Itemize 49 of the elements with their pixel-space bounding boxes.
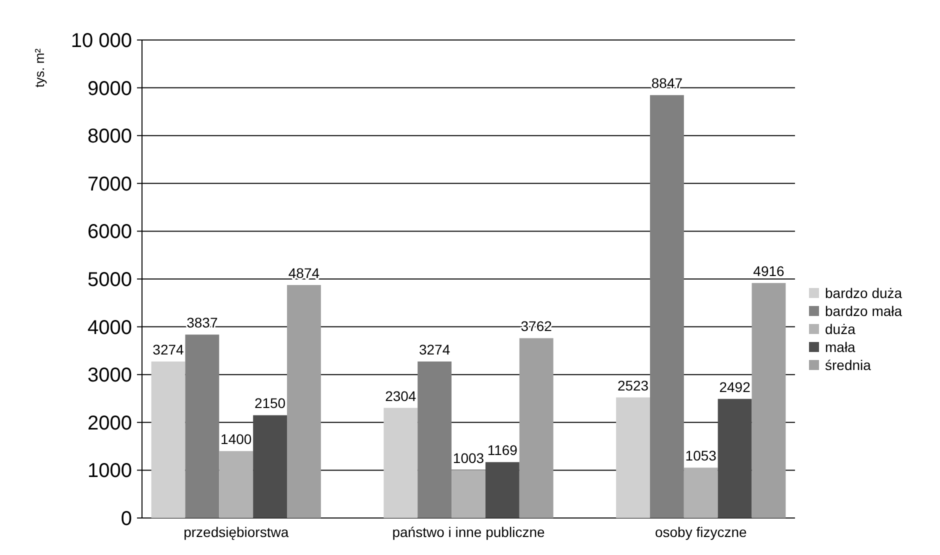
legend-label: duża (825, 320, 856, 337)
bar (485, 462, 520, 518)
data-label: 1400 (220, 431, 252, 448)
data-label: 3837 (186, 314, 218, 331)
bar (151, 362, 186, 518)
bar (616, 397, 650, 518)
y-tick-label: 1000 (88, 460, 132, 482)
bar (718, 398, 752, 518)
data-label: 2523 (617, 377, 649, 394)
data-label: 8847 (651, 75, 683, 92)
bar (219, 451, 254, 518)
data-label: 1053 (685, 448, 717, 464)
y-tick-label: 5000 (88, 269, 132, 291)
bar (418, 362, 452, 518)
y-tick-label: 3000 (88, 364, 132, 387)
bar (253, 415, 288, 518)
y-tick-label: 2000 (88, 412, 132, 434)
bar (185, 334, 220, 518)
y-tick-label: 7000 (88, 173, 132, 196)
data-label: 1003 (452, 450, 484, 466)
data-label: 3274 (152, 342, 184, 358)
x-tick-label: przedsiębiorstwa (184, 524, 289, 540)
data-label: 4916 (753, 263, 785, 280)
data-label: 2492 (719, 378, 751, 395)
data-label: 2304 (385, 388, 416, 404)
x-tick-label: osoby fizyczne (654, 524, 748, 540)
data-label: 2150 (254, 395, 286, 412)
data-label: 1169 (487, 442, 518, 458)
bar (287, 285, 321, 518)
bar (384, 408, 418, 518)
legend-label: mała (825, 338, 856, 355)
data-label: 3274 (418, 342, 450, 358)
legend-label: bardzo mała (825, 302, 902, 319)
bar (752, 283, 786, 518)
y-axis-title: tys. m² (32, 48, 47, 88)
y-tick-label: 0 (120, 508, 132, 530)
data-label: 4874 (288, 265, 320, 282)
y-tick-label: 9000 (88, 78, 132, 100)
bar (519, 338, 554, 518)
legend-label: średnia (825, 356, 872, 373)
bar (684, 468, 718, 518)
bar (452, 470, 486, 518)
y-tick-label: 6000 (88, 221, 132, 244)
y-tick-label: 4000 (88, 316, 132, 339)
bar (650, 95, 684, 518)
y-tick-label: 8000 (88, 126, 132, 148)
y-tick-label: 10 000 (70, 30, 132, 52)
x-tick-label: państwo i inne publiczne (392, 524, 545, 540)
legend-label: bardzo duża (825, 284, 902, 301)
